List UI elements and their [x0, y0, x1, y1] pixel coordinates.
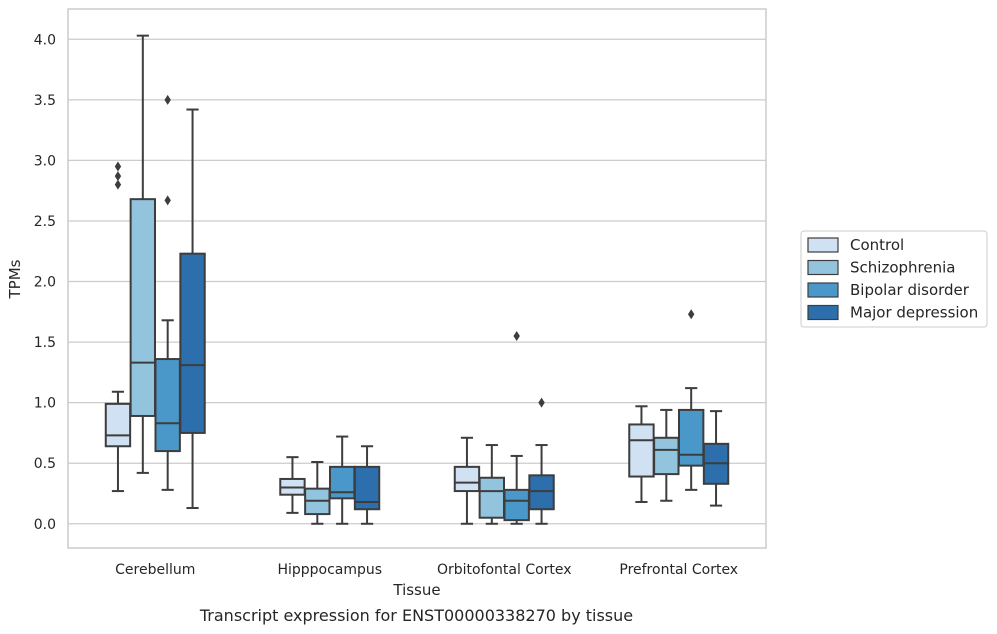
- legend-swatch: [807, 259, 839, 276]
- box: [453, 465, 481, 493]
- box-group: [104, 161, 132, 493]
- box-group: [478, 444, 506, 525]
- box-group: [528, 397, 555, 525]
- box-group: [179, 108, 206, 510]
- box: [129, 198, 157, 417]
- box: [653, 436, 680, 476]
- y-tick-label: 4.0: [34, 32, 56, 48]
- outlier-point: [513, 331, 520, 342]
- y-tick-label: 2.0: [34, 275, 56, 291]
- x-tick-label: Hipppocampus: [277, 562, 382, 578]
- box-group: [154, 94, 181, 491]
- box-group: [628, 405, 655, 503]
- y-axis-label: TPMs: [6, 259, 24, 299]
- box-group: [503, 331, 530, 525]
- legend-label: Major depression: [850, 304, 978, 322]
- outlier-point: [114, 171, 122, 182]
- legend: Control Schizophrenia Bipolar disorder Majo…: [800, 230, 988, 328]
- outlier-point: [164, 195, 171, 206]
- box: [328, 465, 356, 500]
- outlier-point: [114, 161, 122, 172]
- box: [528, 474, 555, 511]
- outlier-point: [164, 94, 171, 105]
- y-tick-label: 3.0: [34, 153, 56, 169]
- box-group: [328, 435, 356, 525]
- box-group: [129, 34, 157, 474]
- legend-swatch: [807, 282, 839, 298]
- outlier-point: [687, 309, 695, 320]
- plot-frame: [67, 8, 767, 549]
- legend-label: Control: [850, 236, 904, 254]
- box-group: [279, 456, 306, 514]
- x-tick-label: Prefrontal Cortex: [619, 562, 738, 578]
- legend-swatch: [807, 237, 839, 253]
- box: [478, 476, 506, 519]
- chart-caption: Transcript expression for ENST0000033827…: [199, 606, 634, 625]
- outlier-point: [538, 397, 545, 408]
- legend-label: Bipolar disorder: [850, 281, 970, 299]
- box-group: [353, 445, 381, 525]
- box-group: [677, 309, 705, 491]
- x-axis-label: Tissue: [392, 581, 440, 599]
- box: [503, 488, 530, 522]
- box-group: [653, 408, 680, 502]
- tick-labels: 0.0 0.5 1.0 1.5 2.0 2.5 3.0 3.5 4.0 Cerebellum Hip…: [34, 32, 738, 578]
- box-marks: [104, 34, 730, 525]
- x-tick-label: Orbitofontal Cortex: [437, 562, 572, 578]
- box-group: [453, 436, 481, 525]
- x-tick-label: Cerebellum: [115, 562, 195, 578]
- box: [628, 423, 655, 478]
- box: [104, 402, 132, 448]
- legend-label: Schizophrenia: [850, 259, 955, 277]
- y-tick-label: 3.5: [34, 93, 56, 109]
- box: [677, 408, 705, 467]
- y-tick-label: 1.5: [34, 335, 56, 351]
- box-group: [702, 410, 730, 507]
- outlier-point: [114, 179, 122, 190]
- y-tick-label: 1.0: [34, 396, 56, 412]
- y-tick-label: 2.5: [34, 214, 56, 230]
- box: [154, 358, 181, 453]
- box: [179, 252, 206, 434]
- legend-frame: [800, 230, 988, 328]
- box-group: [304, 461, 331, 525]
- y-tick-label: 0.0: [34, 517, 56, 533]
- y-tick-label: 0.5: [34, 456, 56, 472]
- legend-swatch: [807, 304, 839, 321]
